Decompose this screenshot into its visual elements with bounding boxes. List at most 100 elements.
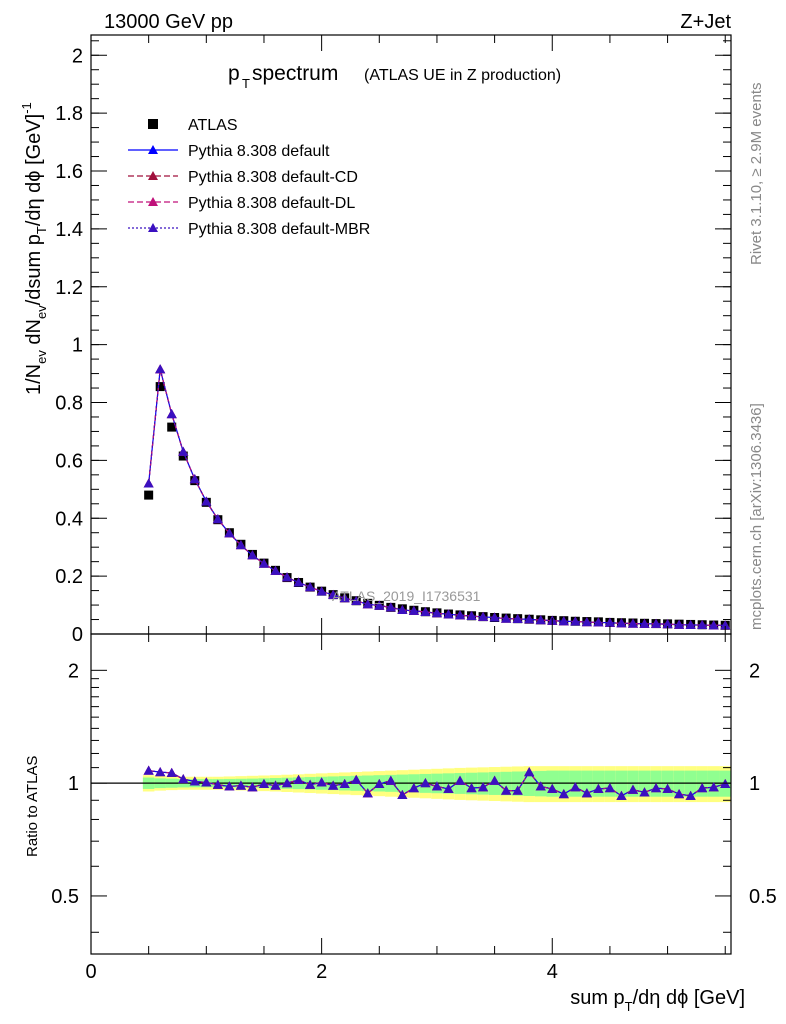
ratio-point	[489, 775, 500, 785]
ratio-point	[593, 783, 604, 793]
ratio-y-tick-label: 0.5	[51, 886, 79, 908]
mcplots-label: mcplots.cern.ch [arXiv:1306.3436]	[748, 403, 765, 630]
data-point	[431, 608, 442, 618]
title-sub: T	[242, 76, 250, 91]
ratio-point	[362, 788, 373, 798]
ratio-point	[385, 775, 396, 785]
ratio-y-tick-label-right: 1	[749, 773, 760, 795]
legend-marker	[148, 119, 158, 129]
data-point	[466, 611, 477, 621]
ratio-y-tick-label-right: 2	[749, 660, 760, 682]
ratio-point	[570, 782, 581, 792]
legend-marker	[148, 171, 158, 180]
ratio-point	[512, 785, 523, 795]
data-point	[178, 451, 188, 461]
legend-label: Pythia 8.308 default-CD	[188, 169, 358, 186]
data-point	[235, 540, 246, 550]
data-point	[189, 474, 200, 484]
legend-entry: Pythia 8.308 default-DL	[128, 195, 355, 212]
ratio-point	[270, 780, 281, 790]
ratio-point	[397, 789, 408, 799]
ratio-point	[408, 783, 419, 793]
ratio-point	[478, 782, 489, 792]
ratio-point	[339, 778, 350, 788]
data-point	[167, 422, 177, 432]
data-point	[328, 589, 339, 599]
ratio-y-tick-label: 1	[68, 773, 79, 795]
legend-label: Pythia 8.308 default-DL	[188, 195, 355, 212]
legend: ATLAS Pythia 8.308 default Pythia 8.308 de…	[128, 117, 370, 238]
data-point	[639, 618, 650, 628]
ratio-y-tick-label: 2	[68, 660, 79, 682]
legend-entry: ATLAS	[148, 117, 238, 134]
data-point	[478, 611, 489, 621]
data-point	[166, 409, 177, 419]
data-point	[144, 490, 154, 500]
data-point	[501, 613, 512, 623]
data-point	[224, 528, 235, 538]
data-point	[524, 614, 535, 624]
rivet-label: Rivet 3.1.10, ≥ 2.9M events	[748, 83, 765, 266]
ratio-panel: 0.5 0.5 1 1 2 2 0 2 4	[51, 633, 777, 983]
y-tick-label: 0.8	[55, 393, 83, 415]
data-point	[535, 615, 546, 625]
plot-title: p T spectrum (ATLAS UE in Z production)	[228, 62, 561, 91]
data-point	[685, 620, 696, 630]
data-point	[455, 610, 466, 620]
title-small: (ATLAS UE in Z production)	[364, 67, 561, 84]
ratio-point	[247, 782, 258, 792]
data-point	[178, 446, 189, 456]
y-tick-label: 0.4	[55, 508, 83, 530]
data-point	[270, 565, 281, 575]
data-point	[155, 364, 166, 374]
ratio-point	[431, 781, 442, 791]
x-tick-label: 2	[316, 961, 327, 983]
ratio-point	[697, 783, 708, 793]
y-tick-label: 2	[72, 45, 83, 67]
data-point	[616, 618, 627, 628]
data-point	[385, 602, 396, 612]
data-point	[593, 617, 604, 627]
data-point	[443, 609, 454, 619]
ratio-point	[235, 780, 246, 790]
ratio-point	[328, 780, 339, 790]
ratio-point	[143, 765, 154, 775]
title-p: p	[228, 62, 240, 85]
data-point	[212, 514, 223, 524]
main-ylabel: 1/Nev dNev/dsum pT/dη dϕ [GeV]-1	[19, 102, 49, 395]
analysis-watermark: ATLAS_2019_I1736531	[332, 588, 481, 604]
ratio-point	[351, 774, 362, 784]
data-point	[374, 600, 385, 610]
main-ylabel-text: 1/Nev dNev/dsum pT/dη dϕ [GeV]-1	[19, 102, 49, 395]
ratio-series-4	[143, 765, 731, 800]
legend-entry: Pythia 8.308 default	[128, 143, 330, 160]
main-axis-ticks: 0 0.2 0.4 0.6 0.8 1 1.2 1.4 1.6 1.8 2	[55, 35, 731, 646]
ratio-point	[212, 779, 223, 789]
data-point	[570, 616, 581, 626]
ratio-point	[455, 775, 466, 785]
data-point	[558, 616, 569, 626]
ratio-point	[189, 776, 200, 786]
data-point	[339, 593, 350, 603]
ratio-point	[547, 783, 558, 793]
legend-entry: Pythia 8.308 default-CD	[128, 169, 358, 186]
y-tick-label: 1.8	[55, 103, 83, 125]
y-tick-label: 0.2	[55, 566, 83, 588]
ratio-point	[558, 789, 569, 799]
data-point	[581, 617, 592, 627]
ratio-point	[305, 779, 316, 789]
data-point	[155, 382, 165, 392]
ratio-point	[316, 777, 327, 787]
ratio-point	[535, 781, 546, 791]
ratio-point	[466, 783, 477, 793]
ratio-point	[155, 767, 166, 777]
ratio-point	[662, 783, 673, 793]
data-point	[489, 612, 500, 622]
data-point	[247, 550, 258, 560]
data-point	[674, 619, 685, 629]
process-label: Z+Jet	[680, 11, 731, 33]
legend-label: Pythia 8.308 default-MBR	[188, 221, 370, 238]
legend-marker	[148, 223, 158, 232]
x-axis-label-text: sum pT/dη dϕ [GeV]	[570, 987, 745, 1014]
